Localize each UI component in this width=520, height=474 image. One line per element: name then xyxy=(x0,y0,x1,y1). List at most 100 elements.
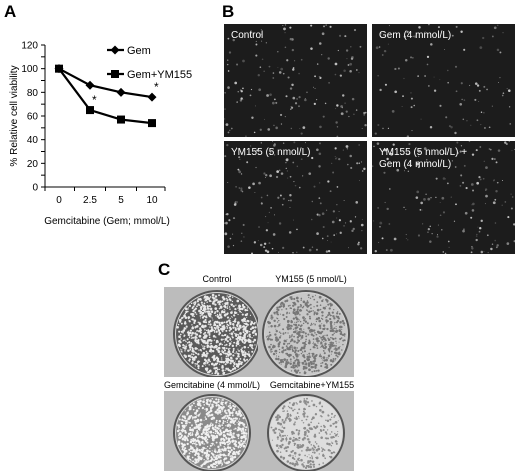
cell-dot xyxy=(437,234,439,236)
colony-dot xyxy=(218,368,221,370)
colony-dot xyxy=(235,342,239,345)
colony-dot xyxy=(195,333,198,336)
colony-dot xyxy=(224,457,228,460)
colony-dot xyxy=(220,413,222,416)
colony-dot xyxy=(197,349,199,351)
colony-dot xyxy=(217,316,221,320)
colony-dot xyxy=(309,463,312,466)
colony-dot xyxy=(291,433,293,435)
colony-dot xyxy=(216,372,220,375)
cell-dot xyxy=(502,31,504,34)
diamond-data-point xyxy=(147,92,157,102)
cell-dot xyxy=(501,204,503,206)
colony-dot xyxy=(231,310,233,312)
colony-dot xyxy=(334,420,338,424)
colony-dot xyxy=(315,370,318,372)
cell-dot xyxy=(249,94,252,97)
colony-dot xyxy=(195,313,198,315)
cell-dot xyxy=(250,30,252,32)
colony-dot xyxy=(223,324,225,326)
colony-dot xyxy=(285,449,288,453)
cell-dot xyxy=(329,190,332,193)
colony-dot xyxy=(197,427,201,431)
colony-dot xyxy=(330,451,332,454)
colony-dot xyxy=(232,365,235,367)
cell-dot xyxy=(255,40,257,42)
colony-dot xyxy=(203,333,205,335)
colony-dot xyxy=(217,462,221,465)
colony-dot xyxy=(177,441,180,444)
cell-dot xyxy=(478,176,481,179)
cell-dot xyxy=(302,246,305,249)
cell-dot xyxy=(279,169,281,171)
colony-dot xyxy=(194,362,197,365)
colony-dot xyxy=(278,348,281,351)
cell-dot xyxy=(471,209,475,212)
colony-dot xyxy=(236,325,239,328)
colony-dot xyxy=(286,412,290,416)
colony-dot xyxy=(238,339,241,341)
colony-dot xyxy=(224,352,227,355)
cell-dot xyxy=(426,55,430,59)
colony-dot xyxy=(192,460,195,463)
cell-dot xyxy=(304,98,306,100)
colony-dot xyxy=(241,303,245,307)
colony-dot xyxy=(245,432,248,435)
colony-dot xyxy=(302,365,305,368)
cell-dot xyxy=(298,72,300,75)
cell-dot xyxy=(248,186,251,189)
colony-dot xyxy=(211,403,214,407)
cell-dot xyxy=(442,211,446,214)
cell-dot xyxy=(450,196,452,198)
cell-dot xyxy=(379,88,382,92)
colony-dot xyxy=(210,422,212,424)
cell-dot xyxy=(435,177,438,180)
colony-dot xyxy=(236,336,240,340)
cell-dot xyxy=(242,223,245,226)
colony-dot xyxy=(198,322,202,326)
colony-dot xyxy=(186,338,189,341)
colony-dot xyxy=(216,362,219,365)
colony-dot xyxy=(308,342,311,345)
colony-dot xyxy=(305,340,307,343)
colony-dot xyxy=(197,460,200,463)
cell-dot xyxy=(408,164,411,166)
colony-dot xyxy=(198,459,200,461)
cell-dot xyxy=(261,40,263,42)
colony-dot xyxy=(187,308,189,310)
colony-dot xyxy=(232,347,235,350)
cell-dot xyxy=(284,46,287,49)
cell-dot xyxy=(256,149,259,152)
colony-dot xyxy=(288,401,291,404)
colony-dot xyxy=(308,304,311,306)
cell-dot xyxy=(273,214,275,216)
colony-dot xyxy=(272,429,275,431)
colony-dot xyxy=(282,351,284,354)
colony-dot xyxy=(223,361,226,364)
cell-dot xyxy=(286,170,289,172)
colony-dot xyxy=(226,295,228,297)
cell-dot xyxy=(377,123,380,127)
cell-dot xyxy=(345,49,349,52)
colony-dot xyxy=(213,346,216,349)
cell-dot xyxy=(284,32,286,34)
colony-dot xyxy=(199,436,201,438)
cell-dot xyxy=(419,209,422,211)
colony-dot xyxy=(197,321,200,324)
colony-dot xyxy=(275,310,279,314)
colony-dot xyxy=(181,352,183,354)
colony-dot xyxy=(240,307,244,311)
cell-dot xyxy=(349,220,352,223)
colony-dot xyxy=(276,338,280,341)
cell-dot xyxy=(407,239,409,241)
cell-dot xyxy=(425,193,427,195)
colony-dot xyxy=(314,446,317,449)
colony-dot xyxy=(220,312,222,314)
cell-dot xyxy=(277,66,279,68)
colony-dot xyxy=(231,335,233,337)
cell-dot xyxy=(351,229,354,233)
cell-dot xyxy=(230,127,233,130)
colony-dot xyxy=(296,403,298,405)
colony-dot xyxy=(341,349,343,351)
colony-dot xyxy=(246,316,248,318)
